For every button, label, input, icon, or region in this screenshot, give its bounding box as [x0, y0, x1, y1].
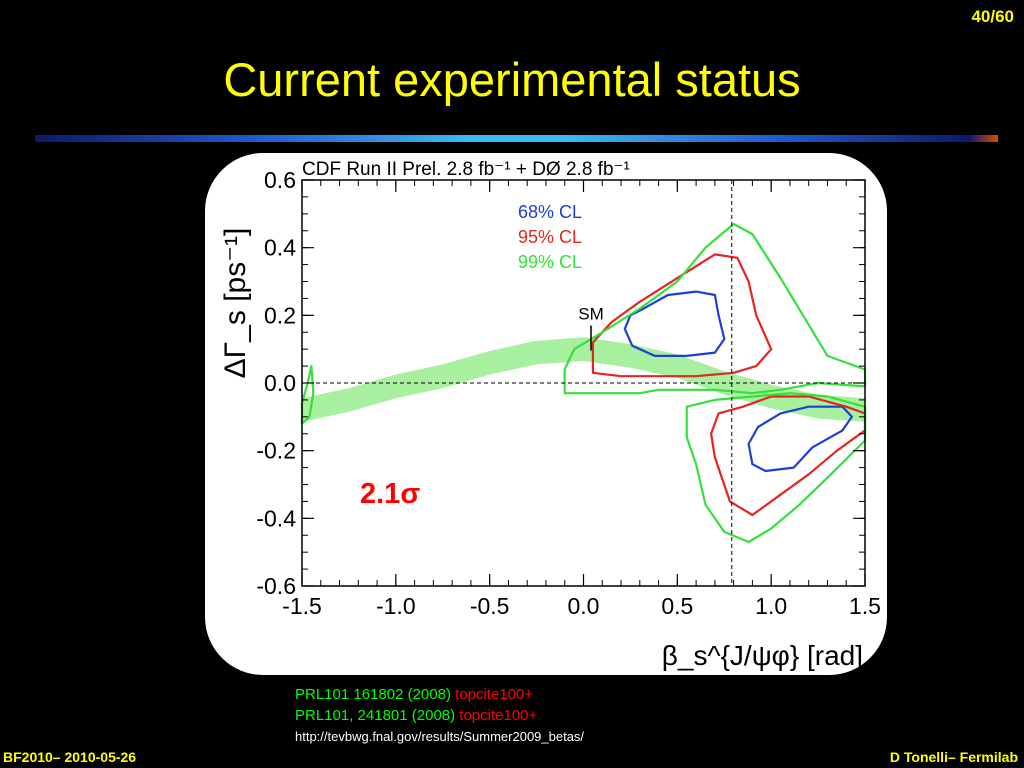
y-tick-label: 0.0: [264, 370, 296, 396]
x-tick-label: 0.0: [568, 593, 600, 619]
contour-95-upper: [591, 253, 773, 378]
slide-title: Current experimental status: [223, 53, 801, 106]
chart-header: CDF Run II Prel. 2.8 fb⁻¹ + DØ 2.8 fb⁻¹: [302, 159, 630, 180]
contour-99-lower: [685, 392, 867, 544]
reference-2-text: PRL101, 241801 (2008): [295, 707, 460, 724]
contour-68-lower: [747, 405, 854, 473]
reference-2-cite: topcite100+: [459, 707, 538, 724]
significance-label: 2.1σ: [360, 478, 420, 510]
x-tick-label: -0.5: [470, 593, 510, 619]
legend-68: 68% CL: [518, 202, 582, 222]
title-divider: [35, 135, 998, 142]
y-tick-label: -0.2: [256, 438, 296, 464]
y-tick-label: -0.6: [256, 573, 296, 599]
legend-99: 99% CL: [518, 252, 582, 272]
reference-1-cite: topcite100+: [455, 686, 534, 703]
y-tick-label: 0.4: [264, 235, 296, 261]
contour-chart: -1.5 -1.0 -0.5 0.0 0.5 1.0 1.5 0.6 0.4 0.2 0.0 -0.2…: [219, 159, 881, 671]
references: PRL101 161802 (2008) topcite100+ PRL101,…: [295, 684, 584, 747]
y-axis-label: ΔΓ_s [ps⁻¹]: [219, 228, 252, 379]
contour-95-lower: [710, 395, 867, 517]
sm-band: [302, 337, 865, 422]
page-number: 40/60: [971, 7, 1014, 26]
reference-1: PRL101 161802 (2008) topcite100+: [295, 684, 584, 705]
y-tick-label: 0.2: [264, 302, 296, 328]
contour-68-upper: [623, 290, 726, 357]
x-axis-label: β_s^{J/ψφ} [rad]: [662, 640, 863, 671]
legend-95: 95% CL: [518, 227, 582, 247]
reference-2: PRL101, 241801 (2008) topcite100+: [295, 705, 584, 726]
footer-event-date: BF2010– 2010-05-26: [3, 749, 137, 765]
x-tick-label: -1.0: [376, 593, 416, 619]
y-tick-label: -0.4: [256, 505, 296, 531]
x-tick-label: 1.0: [755, 593, 787, 619]
x-tick-label: 0.5: [661, 593, 693, 619]
x-tick-label: -1.5: [282, 593, 322, 619]
reference-url[interactable]: http://tevbwg.fnal.gov/results/Summer200…: [295, 729, 585, 744]
footer-author: D Tonelli– Fermilab: [889, 749, 1018, 765]
sm-label: SM: [578, 305, 604, 324]
x-tick-label: 1.5: [849, 593, 881, 619]
y-tick-label: 0.6: [264, 167, 296, 193]
chart-panel: -1.5 -1.0 -0.5 0.0 0.5 1.0 1.5 0.6 0.4 0.2 0.0 -0.2…: [205, 153, 887, 675]
reference-1-text: PRL101 161802 (2008): [295, 686, 456, 703]
